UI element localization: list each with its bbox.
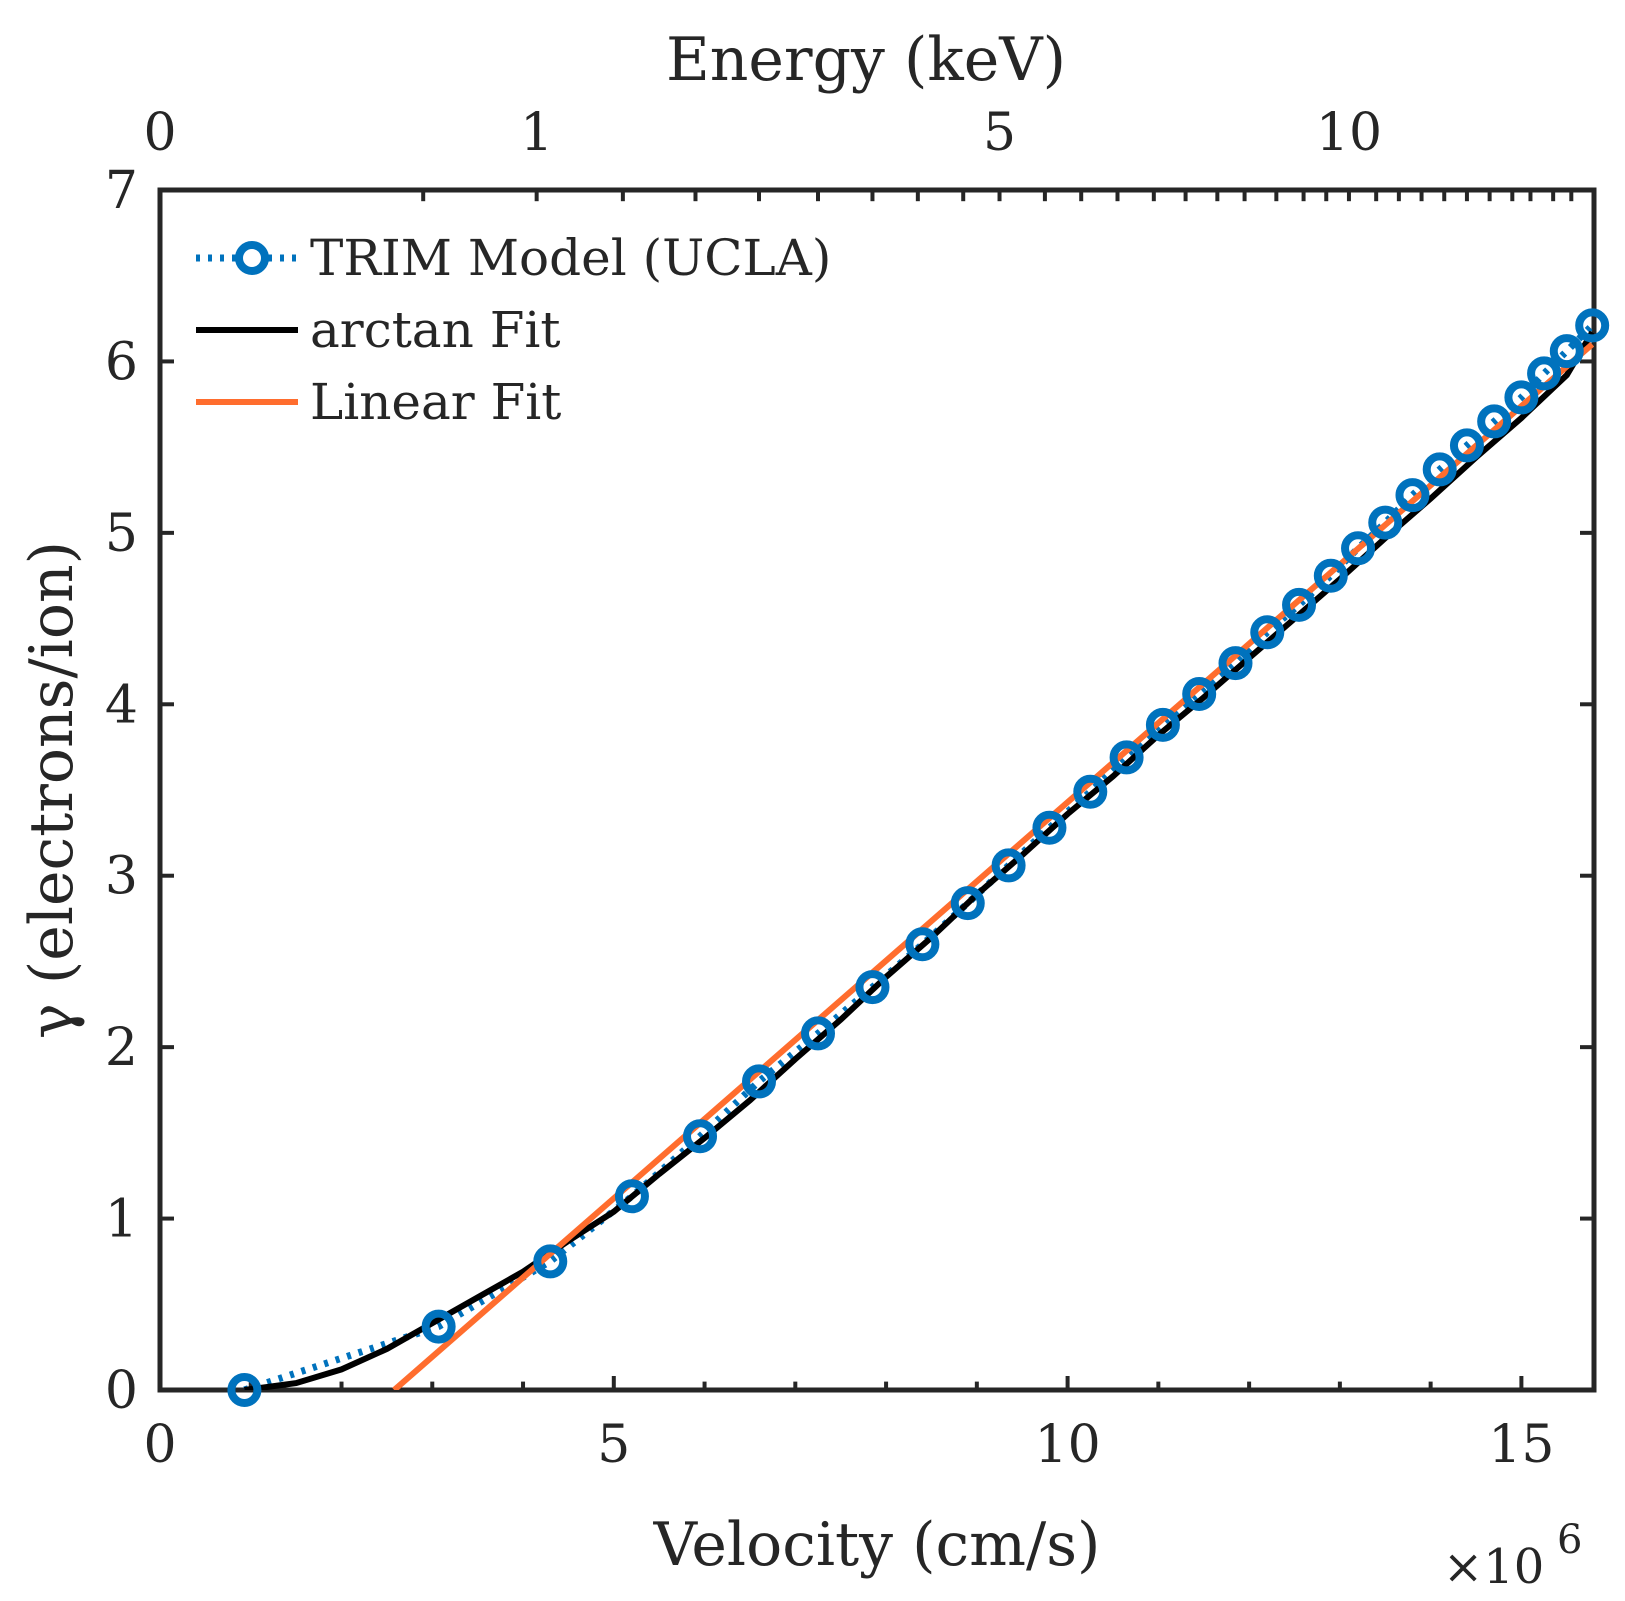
y-tick-label: 7 xyxy=(105,161,138,221)
trim-data-point xyxy=(683,1119,718,1154)
markers-layer xyxy=(227,308,1610,1407)
legend-marker-trim xyxy=(235,241,269,275)
trim-data-point xyxy=(614,1179,649,1214)
trim-data-point xyxy=(227,1373,262,1407)
y-tick-label: 5 xyxy=(105,504,138,564)
legend-label: arctan Fit xyxy=(310,301,561,359)
y-tick-label: 4 xyxy=(105,675,138,735)
trim-data-point xyxy=(1109,740,1144,775)
legend-label: TRIM Model (UCLA) xyxy=(310,229,831,287)
axis-ticks xyxy=(158,188,1594,1392)
y-tick-label: 1 xyxy=(105,1190,138,1250)
trim-data-point xyxy=(742,1064,777,1099)
x2-tick-label: 10 xyxy=(1316,103,1382,163)
legend: TRIM Model (UCLA) arctan Fit Linear Fit xyxy=(196,229,831,431)
x2-axis-label: Energy (keV) xyxy=(666,25,1066,95)
trim-data-point xyxy=(1395,478,1430,513)
trim-data-point xyxy=(991,848,1026,883)
x-exponent: ×10 6 xyxy=(1443,1517,1582,1595)
series-layer xyxy=(243,322,1594,1390)
y-tick-label: 2 xyxy=(105,1018,138,1078)
trim-data-point xyxy=(421,1309,456,1344)
y-tick-label: 6 xyxy=(105,332,138,392)
y-tick-label: 3 xyxy=(105,847,138,907)
trim-data-point xyxy=(1182,677,1217,711)
trim-data-point xyxy=(1575,308,1610,343)
x-tick-label: 0 xyxy=(143,1415,176,1475)
trim-data-point xyxy=(1032,810,1067,845)
x-tick-label: 15 xyxy=(1488,1415,1554,1475)
x-axis-label: Velocity (cm/s) xyxy=(653,1510,1101,1580)
plot-area-frame xyxy=(157,187,1597,1393)
x-tick-label: 10 xyxy=(1035,1415,1101,1475)
y-tick-label: 0 xyxy=(105,1361,138,1421)
x-tick-label: 5 xyxy=(597,1415,630,1475)
trim-data-point xyxy=(1250,615,1285,650)
trim-data-point xyxy=(905,927,940,962)
x2-tick-label: 0 xyxy=(143,103,176,163)
y-axis-label: γ (electrons/ion) xyxy=(17,541,87,1039)
x-exponent-base: ×10 xyxy=(1443,1539,1544,1595)
trim-data-point xyxy=(533,1244,568,1279)
series-line-trim xyxy=(243,322,1594,1390)
trim-data-point xyxy=(1527,356,1562,391)
x2-tick-label: 1 xyxy=(520,103,553,163)
x2-tick-label: 5 xyxy=(983,103,1016,163)
trim-data-point xyxy=(1313,558,1348,593)
trim-data-point xyxy=(1504,380,1539,415)
x-exponent-power: 6 xyxy=(1557,1517,1582,1563)
trim-data-point xyxy=(1073,774,1108,809)
trim-data-point xyxy=(1449,428,1484,463)
legend-label: Linear Fit xyxy=(310,373,561,431)
series-line-arctan xyxy=(244,330,1594,1390)
trim-data-point xyxy=(1422,452,1457,487)
trim-data-point xyxy=(801,1016,836,1051)
trim-data-point xyxy=(1477,404,1512,439)
trim-data-point xyxy=(1282,587,1317,622)
trim-data-point xyxy=(855,970,890,1005)
trim-data-point xyxy=(1341,531,1376,566)
trim-data-point xyxy=(950,886,985,921)
trim-data-point xyxy=(1368,505,1403,540)
trim-data-point xyxy=(1549,334,1584,369)
trim-data-point xyxy=(1218,646,1253,681)
trim-data-point xyxy=(1145,707,1180,742)
